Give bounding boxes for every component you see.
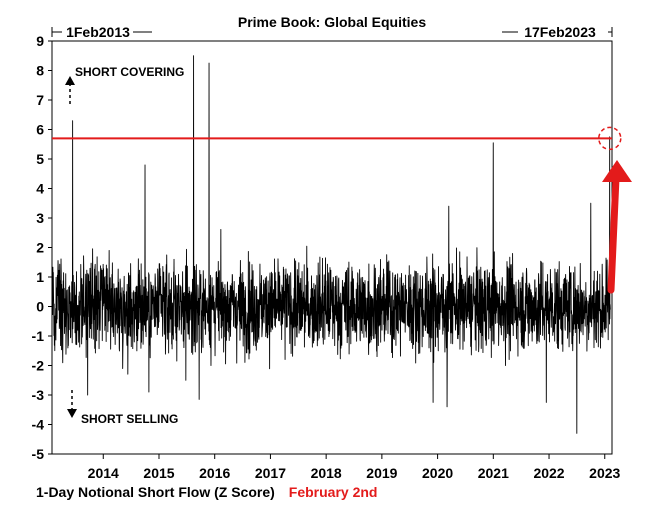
y-tick-label: 6 <box>36 122 44 138</box>
x-tick-label: 2021 <box>478 465 509 481</box>
short-covering-arrowhead <box>65 76 75 85</box>
x-tick-label: 2019 <box>366 465 397 481</box>
y-tick-label: -5 <box>32 446 45 462</box>
x-tick-label: 2015 <box>143 465 174 481</box>
y-tick-label: 7 <box>36 92 44 108</box>
y-tick-label: -3 <box>32 387 45 403</box>
x-tick-label: 2018 <box>311 465 342 481</box>
x-tick-label: 2023 <box>589 465 620 481</box>
x-axis-label: 1-Day Notional Short Flow (Z Score) <box>36 484 275 500</box>
series-line <box>51 55 611 434</box>
y-tick-label: 0 <box>36 299 44 315</box>
chart-axes: -5 -4 -3 -2 -1 0 1 2 3 4 5 6 7 8 9 2014 2015 2016 2017 2018… <box>32 27 621 481</box>
y-tick-label: 4 <box>36 181 44 197</box>
y-tick-label: 8 <box>36 63 44 79</box>
y-tick-label: -4 <box>32 417 45 433</box>
short-covering-label: SHORT COVERING <box>75 65 184 79</box>
plot-frame <box>51 40 613 455</box>
y-tick-label: -1 <box>32 328 45 344</box>
x-tick-label: 2016 <box>199 465 230 481</box>
chart-footer: 1-Day Notional Short Flow (Z Score) Febru… <box>36 484 378 500</box>
x-tick-label: 2020 <box>422 465 453 481</box>
x-tick-label: 2017 <box>255 465 286 481</box>
y-tick-label: -2 <box>32 358 45 374</box>
y-tick-label: 5 <box>36 151 44 167</box>
short-selling-label: SHORT SELLING <box>81 412 178 426</box>
end-date-label: 17Feb2023 <box>524 24 596 40</box>
chart-annotations <box>52 76 632 418</box>
highlight-arrow-shaft <box>607 174 620 294</box>
short-selling-arrowhead <box>67 409 77 418</box>
highlight-circle <box>598 126 622 151</box>
x-tick-label: 2014 <box>88 465 119 481</box>
y-tick-label: 9 <box>36 33 44 49</box>
chart-title: Prime Book: Global Equities <box>238 14 426 30</box>
start-date-label: 1Feb2013 <box>66 24 130 40</box>
highlight-date-label: February 2nd <box>288 484 378 500</box>
series-short-flow <box>51 55 611 434</box>
x-tick-label: 2022 <box>533 465 564 481</box>
highlight-arrow-head <box>602 160 632 182</box>
y-tick-label: 3 <box>36 210 44 226</box>
y-tick-label: 2 <box>36 240 44 256</box>
y-tick-label: 1 <box>36 269 44 285</box>
